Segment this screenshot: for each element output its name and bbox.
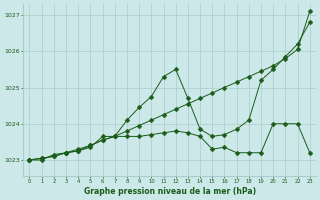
X-axis label: Graphe pression niveau de la mer (hPa): Graphe pression niveau de la mer (hPa) [84, 187, 256, 196]
